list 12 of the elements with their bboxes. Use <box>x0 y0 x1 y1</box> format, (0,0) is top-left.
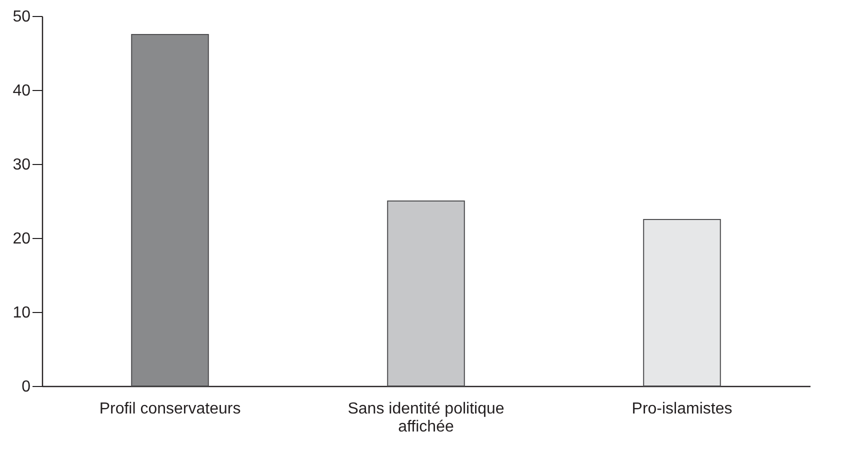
y-tick-label: 40 <box>12 82 31 100</box>
y-tick-label: 50 <box>12 8 31 26</box>
x-tick-label: Sans identité politique affichée <box>348 400 504 436</box>
y-tick-label: 10 <box>12 304 31 322</box>
bar <box>131 34 209 386</box>
x-tick-label: Profil conservateurs <box>99 400 241 418</box>
bar <box>387 200 465 386</box>
y-tick-label: 0 <box>22 378 31 396</box>
y-tick-label: 30 <box>12 156 31 174</box>
y-tick-label: 20 <box>12 230 31 248</box>
x-tick-label: Pro-islamistes <box>632 400 732 418</box>
bar <box>643 219 721 386</box>
